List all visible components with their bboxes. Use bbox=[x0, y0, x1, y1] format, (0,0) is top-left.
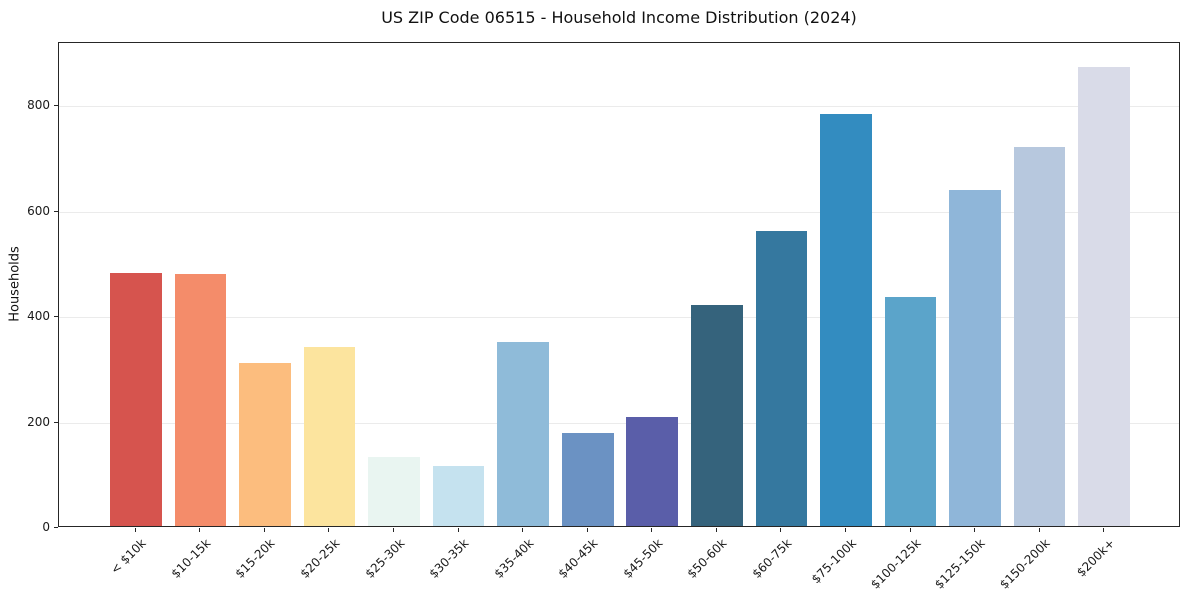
bar bbox=[368, 456, 420, 526]
x-tick-label: $30-35k bbox=[426, 536, 472, 581]
x-tick-label: $40-45k bbox=[555, 536, 601, 581]
bar bbox=[174, 274, 227, 526]
bar bbox=[432, 466, 485, 526]
x-tick-label: $100-125k bbox=[867, 536, 924, 592]
x-tick-mark bbox=[328, 528, 330, 532]
x-tick-mark bbox=[263, 528, 265, 532]
bar bbox=[949, 189, 1001, 526]
x-tick-label: $60-75k bbox=[749, 536, 795, 581]
y-tick-label: 800 bbox=[27, 98, 50, 113]
x-tick-label: $25-30k bbox=[362, 536, 407, 581]
bar bbox=[626, 417, 679, 526]
x-tick-label: $50-60k bbox=[684, 536, 730, 581]
chart-title: US ZIP Code 06515 - Household Income Dis… bbox=[381, 8, 857, 27]
bar bbox=[110, 272, 162, 526]
x-tick-mark bbox=[715, 528, 717, 532]
grid-line bbox=[59, 106, 1179, 108]
bar bbox=[1013, 146, 1066, 526]
bar bbox=[691, 304, 743, 526]
y-axis-label: Households bbox=[7, 246, 23, 322]
x-tick-mark bbox=[522, 528, 524, 532]
x-tick-label: $15-20k bbox=[232, 536, 278, 581]
x-tick-label: $150-200k bbox=[996, 536, 1053, 592]
x-tick-label: $20-25k bbox=[297, 536, 343, 581]
x-tick-mark bbox=[199, 528, 201, 532]
x-tick-mark bbox=[457, 528, 459, 532]
x-tick-label: $45-50k bbox=[620, 536, 666, 581]
y-tick-mark bbox=[54, 210, 58, 212]
plot-area bbox=[58, 42, 1180, 527]
x-tick-mark bbox=[586, 528, 588, 532]
bar bbox=[239, 362, 291, 526]
bar bbox=[561, 433, 614, 526]
y-tick-mark bbox=[54, 527, 58, 528]
bar bbox=[820, 113, 872, 526]
x-tick-mark bbox=[651, 528, 653, 532]
x-tick-mark bbox=[1103, 528, 1105, 532]
grid-line bbox=[59, 422, 1179, 424]
x-tick-mark bbox=[780, 528, 782, 532]
bar bbox=[303, 346, 356, 526]
y-tick-label: 600 bbox=[27, 203, 50, 218]
bar bbox=[1078, 66, 1130, 526]
y-tick-mark bbox=[54, 105, 58, 107]
x-tick-label: $10-15k bbox=[168, 536, 214, 581]
x-tick-mark bbox=[909, 528, 911, 532]
x-tick-mark bbox=[974, 528, 976, 532]
bar bbox=[755, 230, 808, 526]
bar bbox=[884, 297, 937, 526]
y-tick-label: 400 bbox=[27, 309, 50, 324]
x-tick-label: $200k+ bbox=[1073, 536, 1118, 580]
x-tick-mark bbox=[1038, 528, 1040, 532]
y-tick-mark bbox=[54, 316, 58, 318]
y-tick-label: 0 bbox=[42, 520, 50, 534]
x-tick-label: $125-150k bbox=[932, 536, 988, 592]
x-tick-mark bbox=[844, 528, 846, 532]
grid-line bbox=[59, 317, 1179, 319]
y-tick-label: 200 bbox=[27, 414, 50, 429]
x-tick-mark bbox=[134, 528, 136, 532]
grid-line bbox=[59, 211, 1179, 213]
bar bbox=[497, 341, 549, 526]
x-tick-label: $35-40k bbox=[491, 536, 537, 581]
x-tick-label: < $10k bbox=[107, 536, 149, 577]
y-tick-mark bbox=[54, 421, 58, 423]
x-tick-mark bbox=[393, 528, 395, 532]
x-tick-label: $75-100k bbox=[808, 536, 859, 587]
